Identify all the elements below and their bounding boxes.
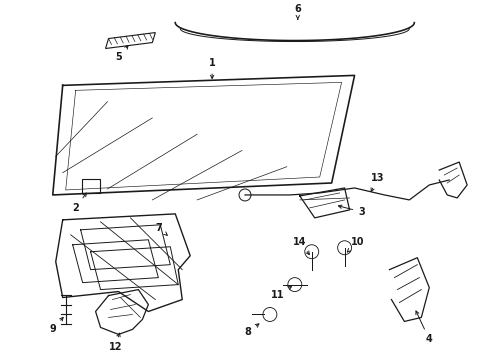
Text: 10: 10: [346, 237, 364, 252]
Text: 13: 13: [370, 173, 384, 192]
Text: 7: 7: [155, 223, 167, 235]
Text: 8: 8: [244, 324, 258, 337]
Text: 4: 4: [415, 311, 432, 345]
Text: 6: 6: [294, 4, 301, 19]
Text: 5: 5: [115, 46, 128, 63]
Text: 11: 11: [270, 287, 291, 300]
Text: 12: 12: [108, 333, 122, 352]
Text: 1: 1: [208, 58, 215, 78]
Text: 14: 14: [292, 237, 309, 255]
Text: 3: 3: [338, 205, 364, 217]
Text: 9: 9: [49, 318, 63, 334]
Text: 2: 2: [72, 193, 86, 213]
